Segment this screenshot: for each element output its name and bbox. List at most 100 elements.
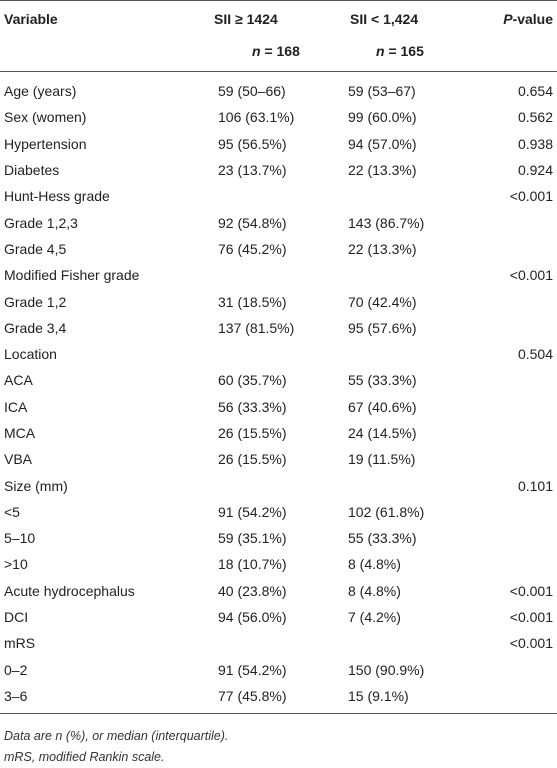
cell-variable: MCA <box>4 425 36 441</box>
cell-pvalue: 0.924 <box>517 162 553 179</box>
cell-pvalue <box>460 682 557 715</box>
cell-group-low-sii: 143 (86.7%) <box>348 214 425 231</box>
cell-variable: >10 <box>4 556 28 573</box>
header-pvalue-italic: P <box>503 11 513 27</box>
header-n-row: n = 168 n = 165 <box>0 43 557 72</box>
cell-group-high-sii <box>200 341 330 367</box>
cell-variable: ICA <box>4 398 28 415</box>
cell-pvalue: 0.101 <box>517 477 553 494</box>
cell-group-low-sii: 55 (33.3%) <box>348 530 417 547</box>
cell-group-high-sii <box>200 262 330 288</box>
cell-pvalue: 0.938 <box>517 135 553 152</box>
cell-pvalue <box>460 551 557 577</box>
cell-group-low-sii: 55 (33.3%) <box>348 372 417 389</box>
cell-variable: Age (years) <box>4 83 77 100</box>
cell-pvalue <box>460 420 557 446</box>
table-row: Hunt-Hess grade <0.001 <box>0 183 557 209</box>
cell-group-high-sii: 59 (50–66) <box>218 83 286 100</box>
n-value: = 165 <box>384 43 424 59</box>
cell-group-low-sii <box>330 183 460 209</box>
table-row: ICA 56 (33.3%) 67 (40.6%) <box>0 394 557 420</box>
cell-variable: DCI <box>4 609 29 626</box>
table-row: Size (mm) 0.101 <box>0 472 557 498</box>
cell-variable: Sex (women) <box>4 109 87 126</box>
cell-group-high-sii <box>200 183 330 209</box>
cell-variable: 0–2 <box>4 661 28 678</box>
cell-group-high-sii: 56 (33.3%) <box>218 398 287 415</box>
header-pvalue-rest: -value <box>512 11 553 27</box>
cell-group-high-sii: 137 (81.5%) <box>218 319 295 336</box>
cell-group-low-sii: 59 (53–67) <box>348 83 416 100</box>
cell-group-high-sii: 94 (56.0%) <box>218 609 287 626</box>
cell-pvalue <box>460 394 557 420</box>
cell-group-low-sii: 95 (57.6%) <box>348 319 417 336</box>
cell-group-high-sii: 40 (23.8%) <box>218 582 287 599</box>
cell-group-high-sii: 106 (63.1%) <box>218 109 295 126</box>
cell-group-low-sii: 150 (90.9%) <box>348 661 425 678</box>
table-row: >10 18 (10.7%) 8 (4.8%) <box>0 551 557 577</box>
cell-pvalue <box>460 315 557 341</box>
cell-variable: Location <box>4 346 57 363</box>
table-row: Grade 3,4 137 (81.5%) 95 (57.6%) <box>0 315 557 341</box>
table-row: <5 91 (54.2%) 102 (61.8%) <box>0 499 557 525</box>
cell-group-low-sii: 7 (4.2%) <box>348 609 401 626</box>
cell-group-low-sii: 99 (60.0%) <box>348 109 417 126</box>
n-value: = 168 <box>260 43 300 59</box>
cell-group-high-sii: 31 (18.5%) <box>218 293 287 310</box>
header-n-group-low: n = 165 <box>330 43 460 72</box>
n-label: n <box>376 43 385 59</box>
cell-pvalue: <0.001 <box>509 635 553 652</box>
table-row: 5–10 59 (35.1%) 55 (33.3%) <box>0 525 557 551</box>
cell-group-low-sii: 94 (57.0%) <box>348 135 417 152</box>
cell-pvalue: <0.001 <box>509 267 553 284</box>
cell-variable: VBA <box>4 451 33 468</box>
cell-group-low-sii: 8 (4.8%) <box>348 582 401 599</box>
table-row: ACA 60 (35.7%) 55 (33.3%) <box>0 367 557 393</box>
cell-group-low-sii <box>330 472 460 498</box>
cell-pvalue <box>460 288 557 314</box>
table-body: Age (years) 59 (50–66) 59 (53–67) 0.654 Sex … <box>0 72 557 715</box>
cell-group-high-sii <box>200 630 330 656</box>
header-n-empty <box>0 43 200 72</box>
cell-group-low-sii: 8 (4.8%) <box>348 556 401 573</box>
cell-variable: mRS <box>4 635 36 652</box>
table-row: Location 0.504 <box>0 341 557 367</box>
cell-group-low-sii: 15 (9.1%) <box>330 682 460 715</box>
header-group-low-sii: SII < 1,424 <box>350 11 419 27</box>
cell-group-low-sii <box>330 341 460 367</box>
cell-pvalue <box>460 209 557 235</box>
header-variable: Variable <box>4 11 58 27</box>
header-n-empty-p <box>460 43 557 72</box>
cell-group-low-sii: 70 (42.4%) <box>348 293 417 310</box>
cell-variable: Hypertension <box>4 135 87 152</box>
cell-pvalue <box>460 525 557 551</box>
cell-pvalue <box>460 446 557 472</box>
cell-variable: Grade 4,5 <box>4 240 67 257</box>
cell-pvalue: <0.001 <box>509 188 553 205</box>
cell-variable: Diabetes <box>4 162 60 179</box>
header-n-group-high: n = 168 <box>200 43 330 72</box>
table-row: Modified Fisher grade <0.001 <box>0 262 557 288</box>
cell-group-high-sii <box>200 472 330 498</box>
table-row: Grade 1,2,3 92 (54.8%) 143 (86.7%) <box>0 209 557 235</box>
table-row: 3–6 77 (45.8%) 15 (9.1%) <box>0 682 557 715</box>
cell-group-high-sii: 60 (35.7%) <box>218 372 287 389</box>
cell-group-high-sii: 91 (54.2%) <box>218 661 287 678</box>
data-table-container: Variable SII ≥ 1424 SII < 1,424 P-value … <box>0 0 557 715</box>
table-header: Variable SII ≥ 1424 SII < 1,424 P-value … <box>0 0 557 72</box>
cell-variable: Hunt-Hess grade <box>4 188 110 205</box>
cell-variable: Acute hydrocephalus <box>4 582 135 599</box>
table-row: Acute hydrocephalus 40 (23.8%) 8 (4.8%) <0.… <box>0 578 557 604</box>
table-row: DCI 94 (56.0%) 7 (4.2%) <0.001 <box>0 604 557 630</box>
cell-group-high-sii: 59 (35.1%) <box>218 530 287 547</box>
cell-group-low-sii: 24 (14.5%) <box>348 425 417 441</box>
cell-group-low-sii: 22 (13.3%) <box>348 240 417 257</box>
cell-pvalue: 0.504 <box>517 346 553 363</box>
cell-group-high-sii: 92 (54.8%) <box>218 214 287 231</box>
table-row: VBA 26 (15.5%) 19 (11.5%) <box>0 446 557 472</box>
cell-variable: Grade 1,2 <box>4 293 67 310</box>
table-row: Age (years) 59 (50–66) 59 (53–67) 0.654 <box>0 72 557 105</box>
cell-pvalue <box>460 657 557 683</box>
cell-group-high-sii: 76 (45.2%) <box>218 240 287 257</box>
cell-group-high-sii: 95 (56.5%) <box>218 135 287 152</box>
